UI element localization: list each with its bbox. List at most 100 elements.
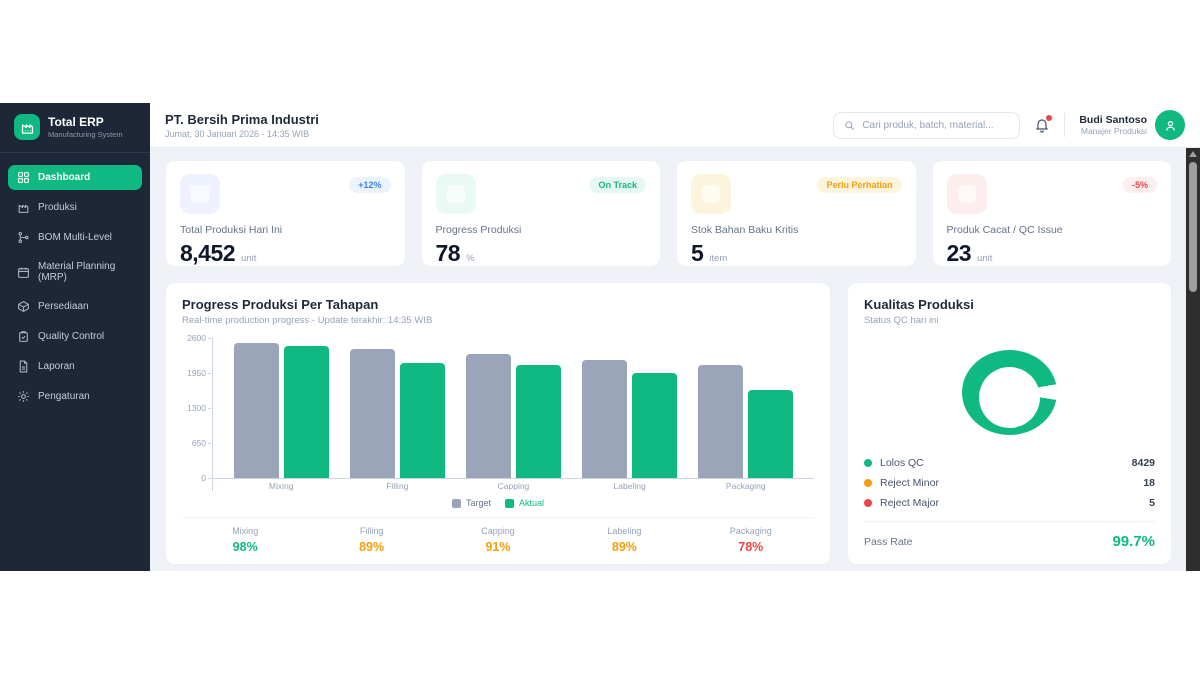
quality-card: Kualitas Produksi Status QC hari ini Lol… [847,282,1172,565]
user-menu[interactable]: Budi Santoso Manajer Produksi [1079,110,1185,140]
aktual-bar [748,389,794,478]
factory-icon [17,201,30,214]
user-name: Budi Santoso [1079,114,1147,126]
hierarchy-branch-icon [17,231,30,244]
sidebar-item-mrp[interactable]: Material Planning (MRP) [8,255,142,289]
production-kpi-icon [180,174,220,214]
sidebar-item-produksi[interactable]: Produksi [8,195,142,220]
header-divider [1064,113,1066,137]
production-chart-card: Progress Produksi Per Tahapan Real-time … [165,282,831,565]
aktual-bar [515,365,561,478]
sidebar-item-label: Produksi [38,202,77,213]
x-axis-line [213,478,814,479]
bar-group-filling [349,338,445,478]
search-box[interactable] [833,111,1021,139]
stock-kpi-icon [691,174,731,214]
user-role: Manajer Produksi [1080,126,1147,136]
kpi-card-total-produksi[interactable]: +12% Total Produksi Hari Ini 8,452 unit [165,160,406,267]
stage-percentages-row: Mixing 98% Filling 89% Capping 91% Labeling 89%… [182,517,814,554]
target-bar [582,359,628,478]
qc-legend: Lolos QC 8429 Reject Minor 18 Reject Major 5 [864,457,1155,509]
qc-legend-row-reject-minor: Reject Minor 18 [864,477,1155,489]
quality-divider [864,521,1155,522]
sidebar-item-quality-control[interactable]: Quality Control [8,324,142,349]
bar-group-labeling [582,338,678,478]
clipboard-check-icon [17,330,30,343]
target-bar [698,364,744,478]
factory-logo-icon [14,114,40,140]
datetime-text: Jumat, 30 Januari 2026 - 14:35 WIB [165,128,310,139]
stage-pct-mixing: Mixing 98% [232,526,259,554]
app-name: Total ERP [48,115,104,130]
aktual-bar [399,363,445,478]
kpi-value: 78 [435,240,461,266]
sidebar-item-label: Laporan [38,361,75,372]
notification-dot [1046,115,1053,121]
sidebar: Total ERP Manufacturing System Dashboard… [0,103,150,571]
sidebar-nav: Dashboard Produksi BOM Multi-Level Mater… [0,153,150,421]
quality-title: Kualitas Produksi [864,297,974,312]
sidebar-item-persediaan[interactable]: Persediaan [8,294,142,319]
vertical-scrollbar[interactable] [1186,148,1200,571]
chart-title: Progress Produksi Per Tahapan [182,297,379,312]
sidebar-item-laporan[interactable]: Laporan [8,354,142,379]
kpi-label: Progress Produksi [435,224,522,236]
bar-group-mixing [233,338,329,478]
kpi-label: Produk Cacat / QC Issue [946,224,1063,236]
sidebar-item-label: Quality Control [38,331,105,342]
kpi-card-produk-cacat[interactable]: -5% Produk Cacat / QC Issue 23 unit [931,160,1172,267]
kpi-card-progress-produksi[interactable]: On Track Progress Produksi 78% [420,160,661,267]
pass-rate-value: 99.7% [1112,533,1155,550]
chart-legend: Target Aktual [182,498,814,508]
document-icon [17,360,30,373]
sidebar-item-dashboard[interactable]: Dashboard [8,165,142,190]
scrollbar-thumb[interactable] [1189,162,1197,292]
top-header: PT. Bersih Prima Industri Jumat, 30 Janu… [150,103,1200,148]
stage-pct-capping: Capping 91% [481,526,515,554]
app-tagline: Manufacturing System [48,129,123,139]
avatar[interactable] [1155,110,1185,140]
x-axis-labels: Mixing Filling Capping Labeling Packaging [268,481,766,491]
kpi-badge: On Track [589,177,646,193]
plot-area: Mixing Filling Capping Labeling Packaging [212,338,814,491]
sidebar-item-label: Dashboard [38,172,91,183]
pass-rate-row: Pass Rate 99.7% [864,533,1155,550]
kpi-card-stok-kritis[interactable]: Perlu Perhatian Stok Bahan Baku Kritis 5… [676,160,917,267]
bar-group-packaging [698,338,794,478]
app-window: Total ERP Manufacturing System Dashboard… [0,103,1200,571]
kpi-unit: unit [241,253,257,264]
kpi-unit: item [709,253,728,264]
bell-icon [1036,119,1049,133]
company-title: PT. Bersih Prima Industri [165,111,319,127]
scrollbar-up-arrow[interactable] [1189,151,1197,157]
legend-item-target: Target [451,498,491,508]
person-icon [1165,120,1175,131]
gear-icon [17,390,30,403]
notification-bell-button[interactable] [1034,115,1053,133]
box-icon [17,300,30,313]
kpi-badge: Perlu Perhatian [817,177,902,193]
sidebar-item-pengaturan[interactable]: Pengaturan [8,384,142,409]
qc-legend-row-reject-major: Reject Major 5 [864,497,1155,509]
target-bar [233,343,279,478]
kpi-unit: % [466,253,475,264]
stage-pct-filling: Filling 89% [359,526,385,554]
kpi-unit: unit [977,253,993,264]
stage-pct-packaging: Packaging 78% [729,526,772,554]
sidebar-item-label: Persediaan [38,301,89,312]
bar-group-capping [465,338,561,478]
aktual-bar [632,372,678,478]
target-bar [349,348,395,478]
sidebar-item-bom[interactable]: BOM Multi-Level [8,225,142,250]
search-input[interactable] [862,119,1010,131]
qc-legend-row-lolos-qc: Lolos QC 8429 [864,457,1155,469]
aktual-bar [283,346,329,478]
defect-kpi-icon [946,174,987,214]
qc-donut-chart [962,350,1057,435]
bar-chart: 0 650 1300 1950 2600 Mixing Filling Capping Lab… [182,333,814,491]
quality-subtitle: Status QC hari ini [864,315,939,326]
kpi-row: +12% Total Produksi Hari Ini 8,452 unit O… [165,160,1172,267]
dashboard-content: +12% Total Produksi Hari Ini 8,452 unit O… [150,148,1186,571]
sidebar-item-label: Pengaturan [38,391,90,402]
y-axis: 0 650 1300 1950 2600 [187,333,212,483]
